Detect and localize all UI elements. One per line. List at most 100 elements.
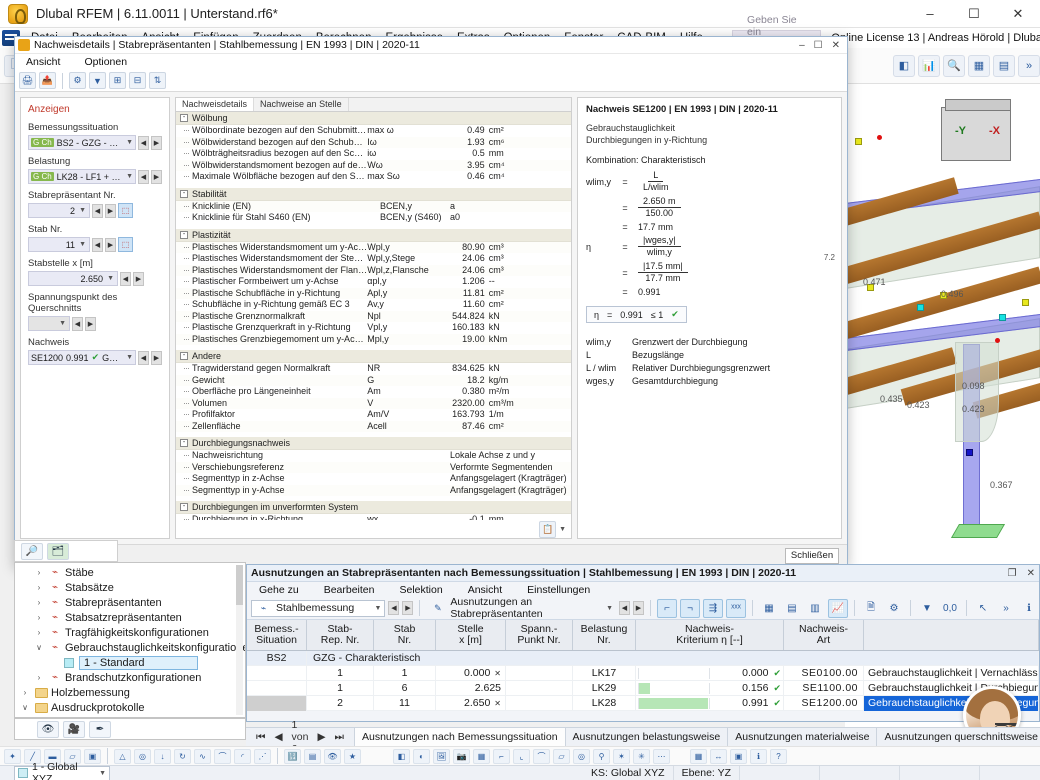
expand-all-icon[interactable]: ⊞ bbox=[109, 72, 126, 89]
tab-ausnutzungen-querschnittsweise[interactable]: Ausnutzungen querschnittsweise bbox=[876, 727, 1040, 747]
support-icon[interactable]: △ bbox=[114, 748, 131, 764]
plane-icon[interactable]: ▱ bbox=[553, 748, 570, 764]
chevron-down-icon-3[interactable]: ▼ bbox=[79, 207, 86, 214]
chevron-down-icon-6[interactable]: ▼ bbox=[59, 320, 66, 327]
member-jump-icon[interactable]: ⇶ bbox=[703, 598, 723, 618]
details-row[interactable]: Segmenttyp in z-Achse Anfangsgelagert (Kr… bbox=[176, 473, 571, 485]
export-table-icon[interactable]: 📋 bbox=[539, 520, 557, 538]
tab-ausnutzungen-materialweise[interactable]: Ausnutzungen materialweise bbox=[727, 727, 877, 747]
grid-toggle-icon[interactable]: ▦ bbox=[473, 748, 490, 764]
details-row[interactable]: Tragwiderstand gegen Normalkraft NR 834.62… bbox=[176, 363, 571, 375]
belastung-next-button[interactable]: ▶ bbox=[151, 169, 162, 184]
table-view-icon[interactable]: ▦ bbox=[690, 748, 707, 764]
arc-icon[interactable]: ◜ bbox=[234, 748, 251, 764]
details-row[interactable]: Maximale Wölbfläche bezogen auf den Schu… bbox=[176, 171, 571, 183]
navigator-footer-toolbar[interactable]: 👁 🎥 ✒ bbox=[14, 718, 246, 740]
chevron-down-icon-1[interactable]: ▼ bbox=[126, 139, 133, 146]
details-row[interactable]: Knicklinie (EN) BCEN,y a bbox=[176, 200, 571, 212]
pager-prev-button[interactable]: ◀ bbox=[274, 731, 283, 743]
dialog-toolbar[interactable]: 🖨 📤 ⚙ ▼ ⊞ ⊟ ⇅ bbox=[15, 70, 847, 92]
pick-member-icon[interactable]: ⬚ bbox=[118, 237, 133, 252]
snap-icon[interactable]: ⌐ bbox=[493, 748, 510, 764]
results-table-body[interactable]: BS2 GZG - Charakteristisch 1 1 0.000 ✕ LK17 0.0… bbox=[247, 650, 1039, 711]
details-row[interactable]: Wölbordinate bezogen auf den Schubmittel… bbox=[176, 125, 571, 137]
stabstelle-x-combo[interactable]: 2.650 ▼ bbox=[28, 271, 118, 286]
pin-icon[interactable]: ⚲ bbox=[593, 748, 610, 764]
tree-item-tragf-higkeitskonfigurationen[interactable]: › ⌁ Tragfähigkeitskonfigurationen bbox=[15, 625, 245, 640]
tree-chevron-icon[interactable]: › bbox=[37, 583, 41, 592]
details-tabs[interactable]: Nachweisdetails Nachweise an Stelle bbox=[176, 98, 571, 112]
filter-icon[interactable]: ▼ bbox=[922, 602, 932, 614]
results-tab-bar[interactable]: ⏮ ◀ 1 von 6 ▶ ⏭ Ausnutzungen nach Bemess… bbox=[246, 719, 1040, 755]
rendering-icon[interactable]: ◧ bbox=[393, 748, 410, 764]
pager-first-button[interactable]: ⏮ bbox=[256, 730, 266, 743]
visibility-eye-icon[interactable]: 👁 bbox=[37, 720, 59, 738]
cube-face-front[interactable] bbox=[941, 107, 1011, 161]
tree-scrollbar[interactable] bbox=[236, 565, 243, 715]
cube-face-top[interactable] bbox=[945, 99, 1011, 111]
export-settings-icon[interactable]: ⚙ bbox=[889, 602, 899, 614]
details-group-header[interactable]: - Durchbiegungen im unverformten System bbox=[176, 501, 571, 514]
schliessen-button[interactable]: Schließen bbox=[785, 547, 839, 564]
results-dock-close-button[interactable]: ✕ bbox=[1026, 567, 1035, 579]
screenshot-icon[interactable]: 📷 bbox=[453, 748, 470, 764]
print-details-icon[interactable]: 🖨 bbox=[19, 72, 36, 89]
table-group-row[interactable]: BS2 GZG - Charakteristisch bbox=[247, 650, 1039, 666]
help-icon[interactable]: ? bbox=[770, 748, 787, 764]
star3-icon[interactable]: ✳ bbox=[633, 748, 650, 764]
tree-item-st-be[interactable]: › ⌁ Stäbe bbox=[15, 565, 245, 580]
chevron-down-icon-table[interactable]: ▼ bbox=[606, 604, 613, 612]
status-resize-grip[interactable] bbox=[980, 766, 1040, 780]
pager-next-button[interactable]: ▶ bbox=[317, 731, 326, 743]
details-row[interactable]: Wölbwiderstand bezogen auf den Schubmitt… bbox=[176, 136, 571, 148]
chevron-down-icon-2[interactable]: ▼ bbox=[126, 173, 133, 180]
details-group-header[interactable]: - Durchbiegungsnachweis bbox=[176, 437, 571, 450]
dock-menu-ansicht[interactable]: Ansicht bbox=[467, 583, 503, 596]
bottom-icon-toolbar[interactable]: ✦ ╱ ▬ ▱ ▣ △ ◎ ↓ ↻ ∿ ⌒ ◜ ⋰ 🔢 ▤ 👁 ★ ◧ ◐ 🖼 … bbox=[0, 746, 1040, 765]
decimal-places-icon[interactable]: 0,0 bbox=[943, 602, 957, 614]
details-row[interactable]: Plastisches Widerstandsmoment der Stege … bbox=[176, 253, 571, 265]
tree-chevron-icon[interactable]: ∨ bbox=[36, 643, 42, 652]
bemessungssituation-prev-button[interactable]: ◀ bbox=[138, 135, 149, 150]
result-values-icon[interactable]: 🔢 bbox=[284, 748, 301, 764]
results-dock-toolbar[interactable]: ⌁ Stahlbemessung ▼ ◀ ▶ ✎ Ausnutzungen an… bbox=[247, 596, 1039, 620]
details-row[interactable]: Plastische Grenznormalkraft Npl 544.824 kN bbox=[176, 310, 571, 322]
results-dock-restore-button[interactable]: ❐ bbox=[1007, 567, 1017, 579]
dock-menu-bearbeiten[interactable]: Bearbeiten bbox=[323, 583, 375, 596]
stabrepraesentant-prev-button[interactable]: ◀ bbox=[92, 203, 103, 218]
module-next-button[interactable]: ▶ bbox=[402, 601, 414, 615]
info-icon[interactable]: ℹ bbox=[1027, 602, 1031, 614]
dialog-close-button[interactable]: ✕ bbox=[831, 39, 840, 51]
table-prev-button[interactable]: ◀ bbox=[619, 601, 630, 615]
render-icon[interactable]: ◧ bbox=[893, 54, 915, 77]
stab-nr-prev-button[interactable]: ◀ bbox=[92, 237, 103, 252]
dialog-maximize-button[interactable]: ☐ bbox=[813, 39, 823, 51]
render-mode-icon[interactable]: ✒ bbox=[89, 720, 111, 738]
chart-icon[interactable]: 📊 bbox=[918, 54, 940, 77]
view-orientation-cube[interactable]: -Y -X bbox=[941, 99, 1011, 161]
details-row[interactable]: Gewicht G 18.2 kg/m bbox=[176, 374, 571, 386]
table-select[interactable]: ✎ Ausnutzungen an Stabrepräsentanten ▼ bbox=[426, 596, 616, 620]
dock-menu-selektion[interactable]: Selektion bbox=[399, 583, 443, 596]
dots-icon[interactable]: ⋯ bbox=[653, 748, 670, 764]
collapse-toggle-icon[interactable]: - bbox=[180, 439, 188, 447]
tree-item-ausdruckprotokolle[interactable]: ∨ Ausdruckprotokolle bbox=[15, 700, 245, 715]
chevron-down-icon-cs[interactable]: ▼ bbox=[99, 769, 106, 777]
tree-chevron-icon[interactable]: › bbox=[37, 673, 41, 682]
details-row[interactable]: Oberfläche pro Längeneinheit Am 0.380 m²/m bbox=[176, 386, 571, 398]
viewport-canvas[interactable]: -Y -X 0.471 0.496 0.435 0.423 0.098 0.42… bbox=[845, 84, 1040, 756]
table-row[interactable]: 1 1 0.000 ✕ LK17 0.000 ✔ SE0100.00 Gebrauchstaug… bbox=[247, 665, 1039, 681]
details-row[interactable]: Plastischer Formbeiwert um y-Achse αpl,y 1… bbox=[176, 276, 571, 288]
stabrepraesentant-combo[interactable]: 2 ▼ bbox=[28, 203, 90, 218]
result-table-icon[interactable]: ▤ bbox=[304, 748, 321, 764]
results-dock-menu[interactable]: Gehe zu Bearbeiten Selektion Ansicht Ein… bbox=[247, 582, 1039, 597]
details-row[interactable]: Knicklinie für Stahl S460 (EN) BCEN,y (S4… bbox=[176, 212, 571, 224]
spannungspunkt-prev-button[interactable]: ◀ bbox=[72, 316, 83, 331]
details-row[interactable]: Durchbiegung in x-Richtung wx -0.1 mm bbox=[176, 514, 571, 520]
export-excel-icon[interactable]: 🗎 bbox=[866, 601, 876, 613]
tree-item-stabsatzrepr-sentanten[interactable]: › ⌁ Stabsatzrepräsentanten bbox=[15, 610, 245, 625]
navigator-toolbar[interactable]: 🔎 🗂 bbox=[14, 540, 118, 562]
details-row[interactable]: Wölbwiderstandsmoment bezogen auf den Sc… bbox=[176, 159, 571, 171]
tree-item-1-standard[interactable]: 1 - Standard bbox=[15, 655, 245, 670]
tree-chevron-icon[interactable]: › bbox=[23, 688, 27, 697]
